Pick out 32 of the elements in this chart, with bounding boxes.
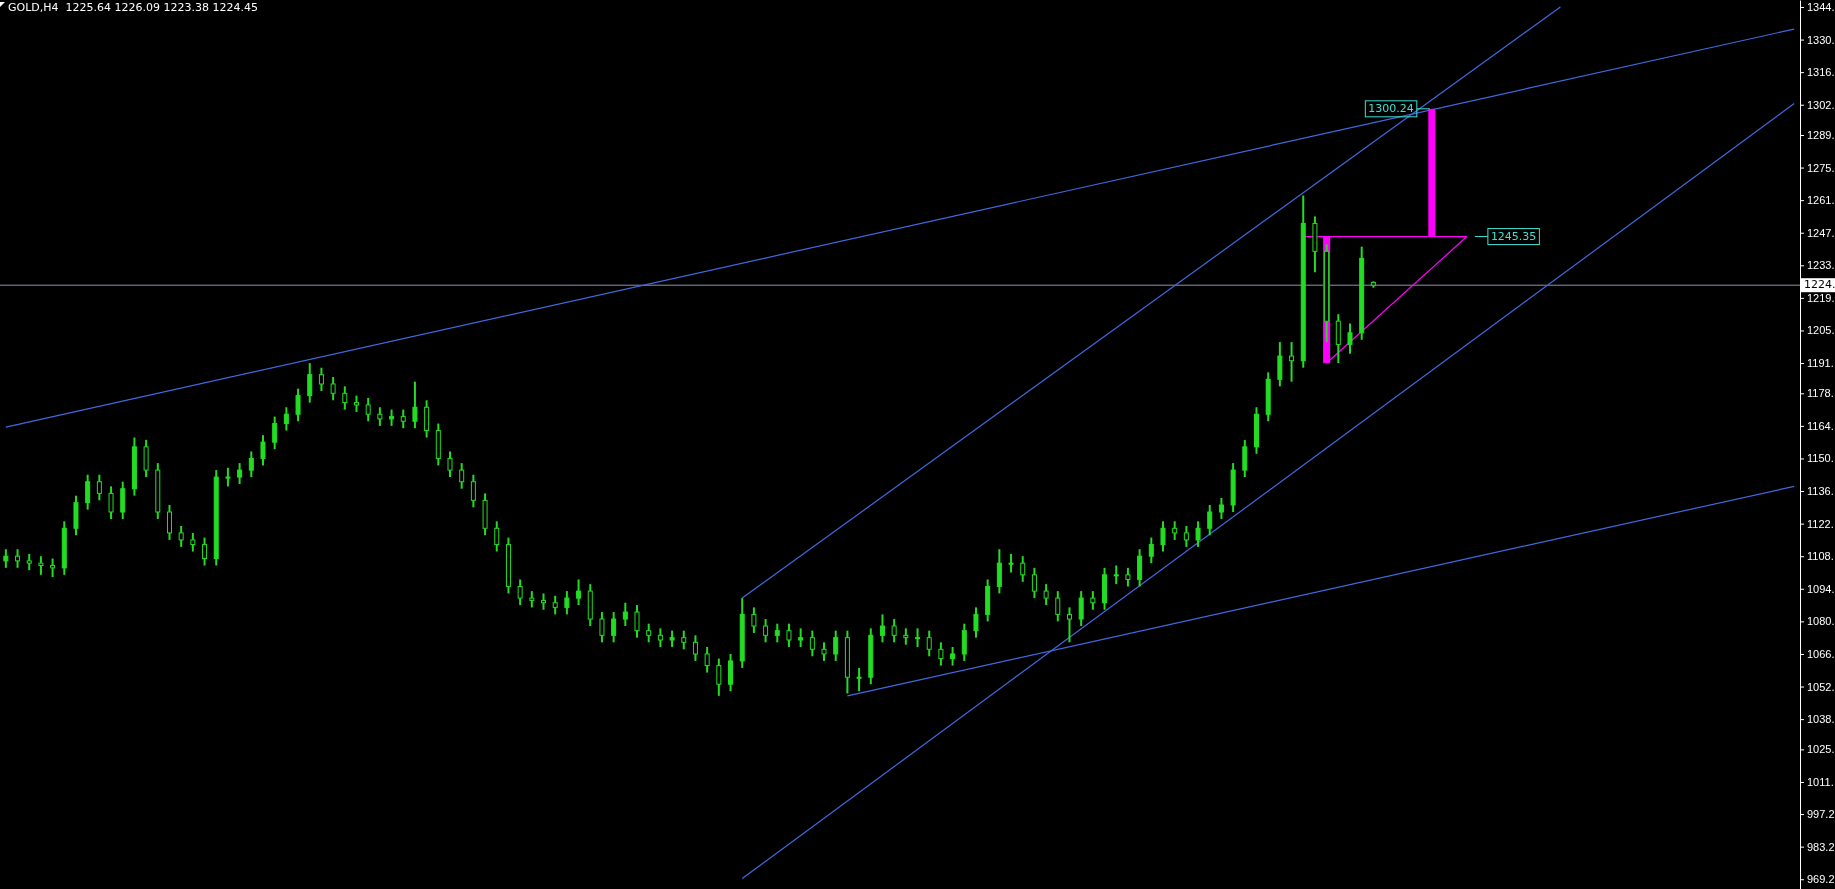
y-tick-label: 1136. [1807,485,1834,498]
y-tick-label: 1038. [1807,713,1835,726]
y-tick-label: 1122. [1807,517,1834,530]
y-tick-label: 1094. [1807,582,1835,595]
y-tick-label: 997.2 [1807,808,1835,821]
text: 1245.35 [1490,229,1537,243]
y-tick-label: 1164. [1807,419,1834,432]
y-tick-label: 1178. [1807,387,1834,400]
ref-line-label: 1224. [1804,278,1835,292]
y-tick-label: 1108. [1807,550,1834,563]
y-tick-label: 1330. [1807,33,1835,46]
y-tick-label: 969.2 [1807,873,1835,886]
y-tick-label: 1052. [1807,680,1835,693]
y-tick-label: 1261. [1807,194,1835,207]
y-tick-label: 1025. [1807,743,1835,756]
y-tick-label: 1191. [1807,357,1834,370]
y-tick-label: 1205. [1807,324,1835,337]
y-tick-label: 1150. [1807,452,1834,465]
y-tick-label: 1247. [1807,226,1835,239]
y-tick-label: 1289. [1807,129,1835,141]
y-tick-label: 1219. [1807,291,1835,304]
y-tick-label: 1316. [1807,66,1835,79]
series-label: 1300.24 [1368,101,1414,115]
y-tick-label: 983.2 [1807,840,1835,853]
y-tick-label: 1302. [1807,98,1835,111]
chart-title: GOLD,H4 1225.64 1226.09 1223.38 1224.45 [8,1,258,14]
y-tick-label: 1011. [1807,775,1834,788]
y-tick-label: 1066. [1807,647,1835,660]
y-tick-label: 1080. [1807,615,1835,628]
y-tick-label: 1275. [1807,161,1835,174]
y-tick-label: 1344. [1807,1,1835,13]
y-tick-label: 1233. [1807,259,1835,272]
